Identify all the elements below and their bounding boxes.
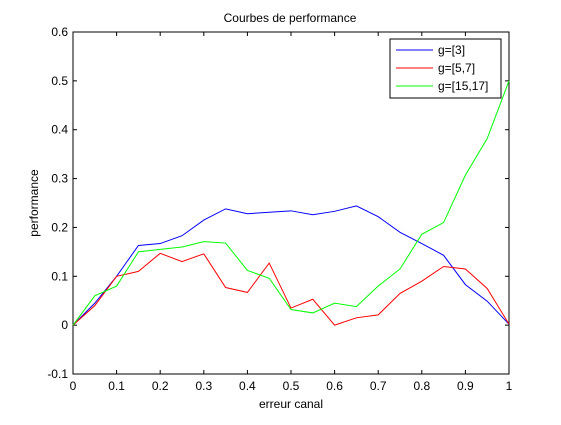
y-tick-label: 0: [61, 318, 68, 332]
y-tick-label: 0.6: [51, 25, 68, 39]
legend-entry-2: g=[5,7]: [438, 61, 475, 75]
y-tick-label: -0.1: [47, 367, 68, 381]
series-lines: [72, 80, 510, 326]
y-axis-label: performance: [27, 169, 41, 237]
series-line-2: [72, 252, 510, 326]
x-tick-label: 0.6: [326, 379, 343, 393]
legend: g=[3] g=[5,7] g=[15,17]: [389, 38, 502, 99]
x-tick-label: 0: [70, 379, 77, 393]
series-line-1: [72, 205, 510, 326]
y-axis-ticks: -0.1 0 0.1 0.2 0.3 0.4 0.5 0.6: [47, 25, 509, 381]
x-tick-label: 0.7: [370, 379, 387, 393]
legend-entry-3: g=[15,17]: [438, 79, 488, 93]
x-tick-label: 0.5: [283, 379, 300, 393]
legend-entry-1: g=[3]: [438, 43, 465, 57]
x-axis-ticks: 0 0.1 0.2 0.3 0.4 0.5 0.6 0.7 0.8 0.9 1: [70, 32, 513, 393]
y-tick-label: 0.4: [51, 123, 68, 137]
y-tick-label: 0.2: [51, 220, 68, 234]
x-axis-label: erreur canal: [259, 397, 323, 411]
x-tick-label: 0.9: [457, 379, 474, 393]
x-tick-label: 0.4: [239, 379, 256, 393]
x-tick-label: 1: [506, 379, 513, 393]
x-tick-label: 0.8: [413, 379, 430, 393]
x-tick-label: 0.1: [108, 379, 125, 393]
x-tick-label: 0.3: [195, 379, 212, 393]
y-tick-label: 0.5: [51, 74, 68, 88]
x-tick-label: 0.2: [152, 379, 169, 393]
chart-title: Courbes de performance: [224, 11, 357, 25]
series-line-3: [72, 80, 510, 326]
y-tick-label: 0.1: [51, 269, 68, 283]
y-tick-label: 0.3: [51, 172, 68, 186]
